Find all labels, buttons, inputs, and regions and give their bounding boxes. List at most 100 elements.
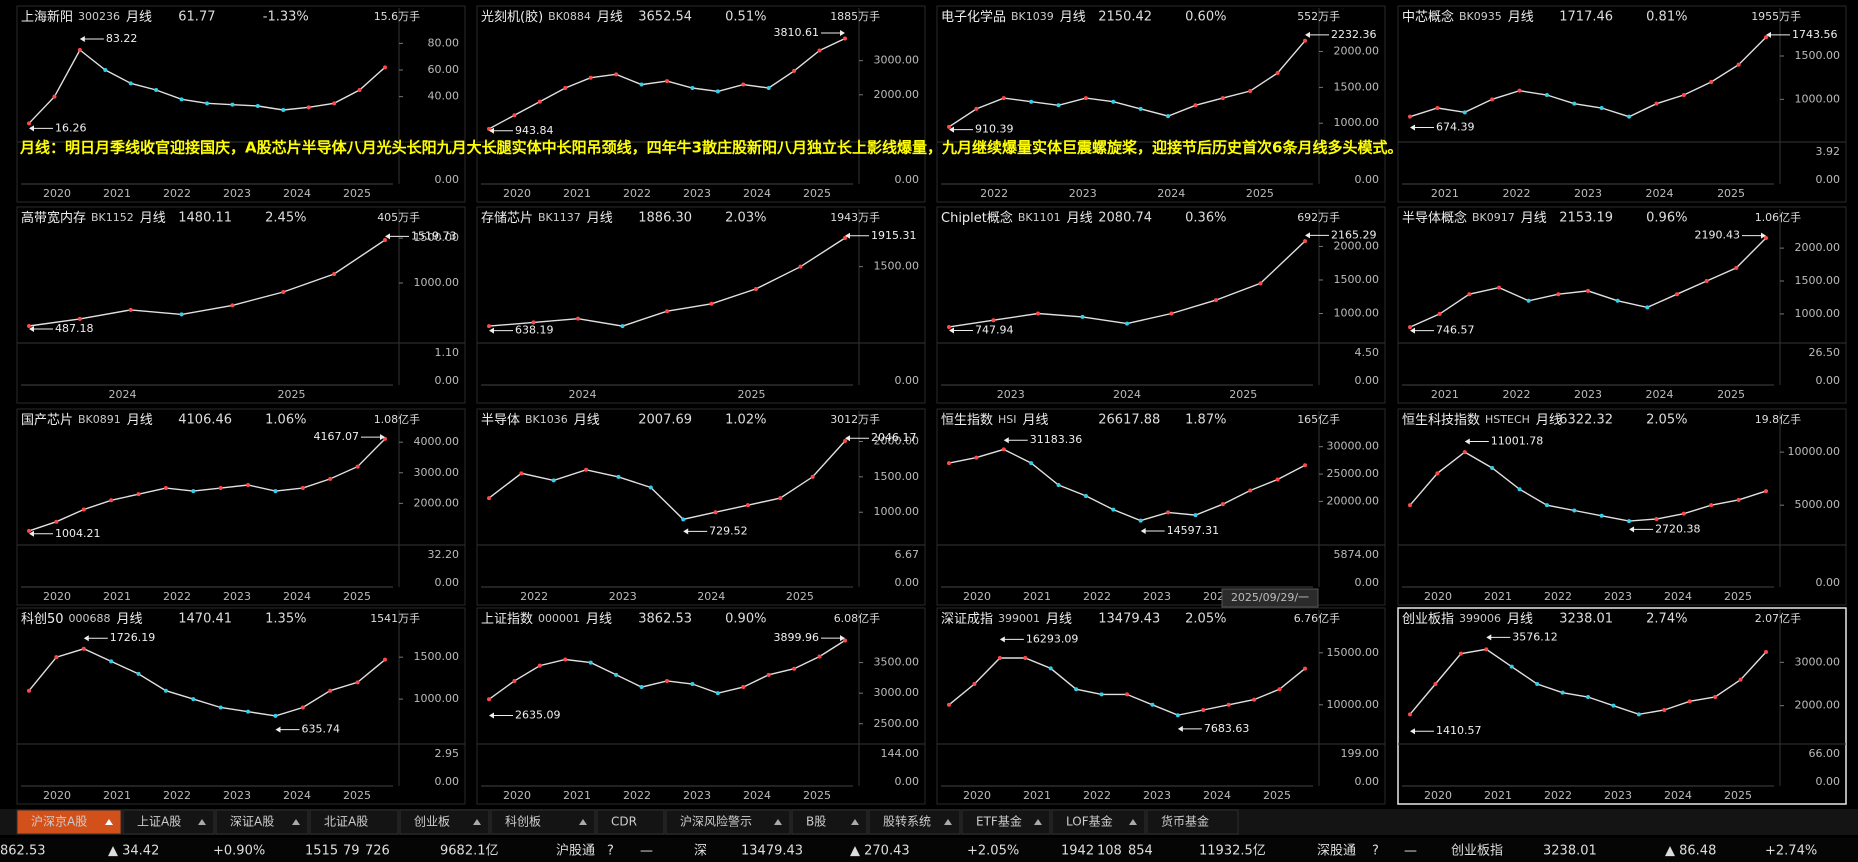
- y-tick-label: 10000.00: [1788, 445, 1841, 458]
- tab[interactable]: [1146, 809, 1239, 835]
- panel-period: 月线: [126, 10, 152, 25]
- price-point: [1220, 502, 1225, 507]
- chart-panel[interactable]: [1397, 408, 1847, 606]
- tab[interactable]: [868, 809, 961, 835]
- price-point: [1709, 503, 1714, 508]
- price-point: [191, 489, 196, 494]
- x-year-label: 2023: [1574, 187, 1602, 200]
- chart-panel[interactable]: [1397, 206, 1847, 404]
- chart-panel[interactable]: [936, 408, 1386, 606]
- tab-label[interactable]: ETF基金: [976, 814, 1022, 829]
- panel-change: 2.03%: [725, 211, 766, 226]
- chart-panel[interactable]: [476, 5, 926, 203]
- x-year-label: 2024: [697, 590, 725, 603]
- tab-label[interactable]: 沪深京A股: [31, 815, 87, 829]
- tab-label[interactable]: B股: [806, 815, 826, 829]
- panel-change: 0.90%: [725, 612, 766, 627]
- tab[interactable]: [1051, 809, 1146, 835]
- tab[interactable]: [399, 809, 490, 835]
- status-bar: [0, 838, 1858, 862]
- extreme-label: 16293.09: [1026, 632, 1079, 645]
- tab[interactable]: [961, 809, 1051, 835]
- tab-label[interactable]: 深证A股: [230, 815, 274, 829]
- chart-panel[interactable]: [936, 206, 1386, 404]
- volume-tick-label: 1.10: [435, 346, 460, 359]
- price-point: [972, 682, 977, 686]
- chart-panel[interactable]: [1397, 5, 1847, 203]
- tab[interactable]: [596, 809, 665, 835]
- chart-panel[interactable]: [936, 5, 1386, 203]
- panel-name: Chiplet概念: [941, 210, 1013, 226]
- price-point: [792, 666, 797, 671]
- tab[interactable]: [16, 809, 122, 835]
- tab[interactable]: [122, 809, 215, 835]
- arrow-head: [683, 528, 689, 535]
- price-point: [1437, 311, 1442, 316]
- panel-name: 存储芯片: [481, 211, 533, 226]
- chart-panel[interactable]: [476, 607, 926, 805]
- panel-code: BK0891: [78, 413, 121, 426]
- tab-label[interactable]: CDR: [611, 815, 637, 829]
- price-point: [1713, 695, 1718, 699]
- y-tick-label: 1500.00: [1334, 80, 1380, 93]
- price-point: [537, 99, 542, 104]
- panel-price: 3862.53: [638, 612, 692, 627]
- x-year-label: 2022: [520, 590, 548, 603]
- price-point: [1681, 511, 1686, 516]
- x-year-label: 2022: [980, 187, 1008, 200]
- x-year-label: 2021: [1023, 590, 1051, 603]
- x-year-label: 2024: [1646, 187, 1674, 200]
- tab[interactable]: [309, 809, 399, 835]
- chart-panel[interactable]: [936, 607, 1386, 805]
- tab-menu-arrow: [473, 819, 481, 825]
- panel-code: BK1101: [1018, 211, 1061, 224]
- x-year-label: 2022: [1502, 388, 1530, 401]
- price-point: [300, 705, 305, 710]
- price-point: [1615, 298, 1620, 303]
- tab-label[interactable]: 股转系统: [883, 814, 931, 829]
- tab-label[interactable]: 创业板: [414, 815, 450, 829]
- tab-label[interactable]: 沪深风险警示: [680, 814, 752, 829]
- price-line: [1409, 451, 1767, 522]
- x-year-label: 2024: [283, 187, 311, 200]
- price-point: [27, 528, 31, 533]
- chart-panel[interactable]: [16, 607, 466, 805]
- price-point: [1083, 493, 1088, 498]
- panel-period: 月线: [140, 211, 166, 226]
- x-year-label: 2020: [503, 789, 531, 802]
- chart-panel[interactable]: [16, 408, 466, 606]
- price-point: [588, 75, 593, 80]
- chart-panel[interactable]: [16, 206, 466, 404]
- status-item: 1942: [1061, 844, 1094, 859]
- tab[interactable]: [215, 809, 309, 835]
- status-item: 创业板指: [1451, 844, 1503, 859]
- price-point: [109, 498, 114, 503]
- chart-panel[interactable]: [476, 206, 926, 404]
- tab[interactable]: [490, 809, 596, 835]
- price-point: [357, 88, 362, 92]
- volume-tick-label: 66.00: [1809, 747, 1841, 760]
- status-item: ▲ 34.42: [108, 844, 159, 859]
- chart-panel[interactable]: [1397, 607, 1847, 805]
- price-point: [1517, 487, 1522, 492]
- tab-label[interactable]: 上证A股: [137, 815, 181, 829]
- volume-tick-label: 144.00: [881, 747, 920, 760]
- x-year-label: 2024: [283, 789, 311, 802]
- tab-label[interactable]: LOF基金: [1066, 814, 1113, 829]
- arrow-head: [1464, 438, 1470, 445]
- tab-label[interactable]: 货币基金: [1161, 814, 1209, 829]
- tab-label[interactable]: 北证A股: [324, 815, 368, 829]
- x-year-label: 2021: [103, 789, 131, 802]
- tab-label[interactable]: 科创板: [505, 815, 541, 829]
- panel-price: 1480.11: [178, 211, 232, 226]
- tab[interactable]: [665, 809, 791, 835]
- price-point: [54, 519, 59, 524]
- panel-header: 深证成指 399001 月线: [941, 612, 1072, 627]
- x-year-label: 2024: [1664, 590, 1692, 603]
- price-point: [81, 507, 86, 512]
- chart-panel[interactable]: [476, 408, 926, 606]
- chart-panel[interactable]: [16, 5, 466, 203]
- price-point: [1111, 99, 1116, 104]
- panel-price: 1886.30: [638, 211, 692, 226]
- y-tick-label: 1000.00: [874, 505, 920, 518]
